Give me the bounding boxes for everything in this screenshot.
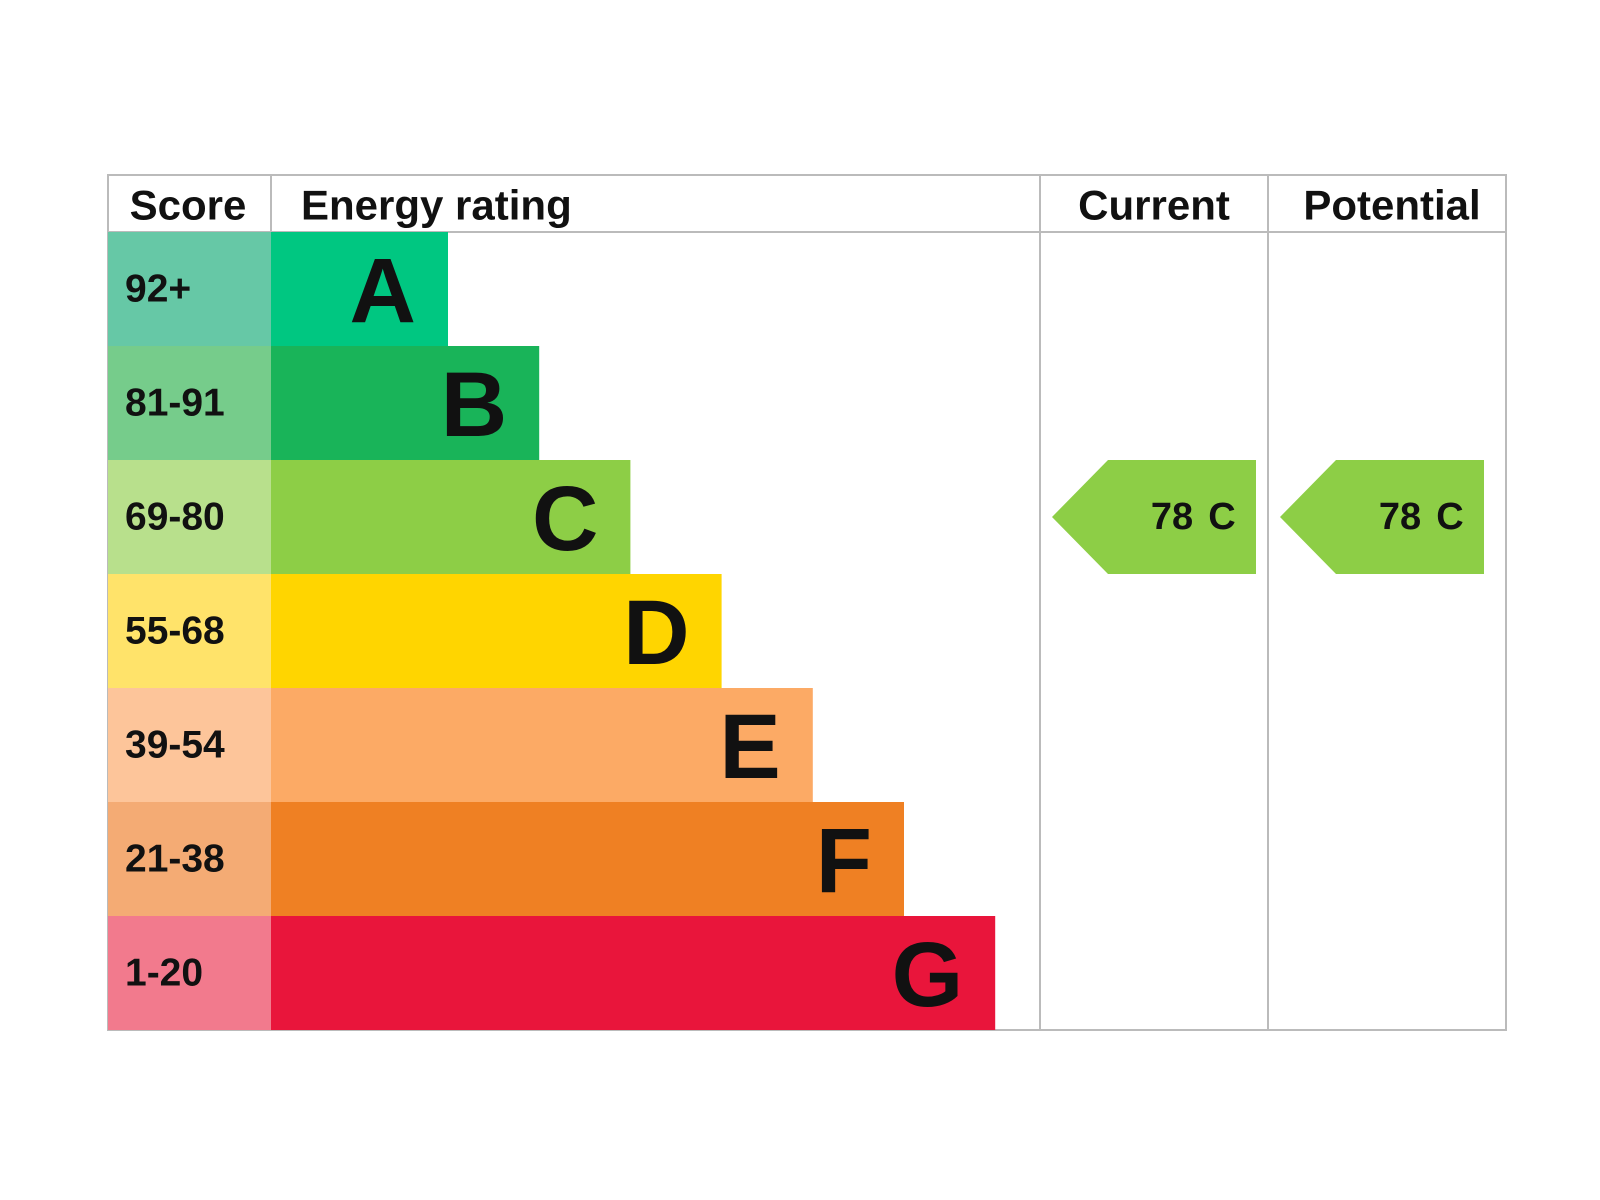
band-letter: D — [623, 582, 689, 684]
rating-arrow — [1280, 460, 1484, 574]
score-cell — [108, 574, 271, 688]
score-cell — [108, 346, 271, 460]
header-energy-rating: Energy rating — [301, 182, 572, 229]
header-score: Score — [130, 182, 247, 229]
band-bar — [271, 802, 904, 916]
score-cell — [108, 460, 271, 574]
header-current: Current — [1078, 182, 1230, 229]
score-cell — [108, 802, 271, 916]
band-letter: B — [441, 354, 507, 456]
score-range: 39-54 — [125, 724, 225, 767]
band-letter: A — [350, 240, 416, 342]
rating-letter: C — [1208, 496, 1235, 538]
score-range: 81-91 — [125, 382, 225, 425]
score-range: 69-80 — [125, 496, 225, 539]
rating-score: 78 — [1151, 496, 1193, 538]
rating-letter: C — [1436, 496, 1463, 538]
band-bar — [271, 346, 540, 460]
band-bar — [271, 916, 996, 1030]
score-range: 92+ — [125, 268, 191, 311]
header-potential: Potential — [1303, 182, 1480, 229]
score-cell — [108, 916, 271, 1030]
score-cell — [108, 232, 271, 346]
score-range: 55-68 — [125, 610, 225, 653]
band-bar — [271, 574, 722, 688]
rating-arrow — [1052, 460, 1256, 574]
band-bar — [271, 688, 813, 802]
band-letter: E — [719, 696, 780, 798]
rating-score: 78 — [1379, 496, 1421, 538]
score-cell — [108, 688, 271, 802]
band-letter: G — [892, 924, 964, 1026]
band-bar — [271, 460, 631, 574]
band-letter: C — [532, 468, 598, 570]
band-bar — [271, 232, 448, 346]
score-range: 1-20 — [125, 952, 203, 995]
score-range: 21-38 — [125, 838, 225, 881]
band-letter: F — [816, 810, 872, 912]
